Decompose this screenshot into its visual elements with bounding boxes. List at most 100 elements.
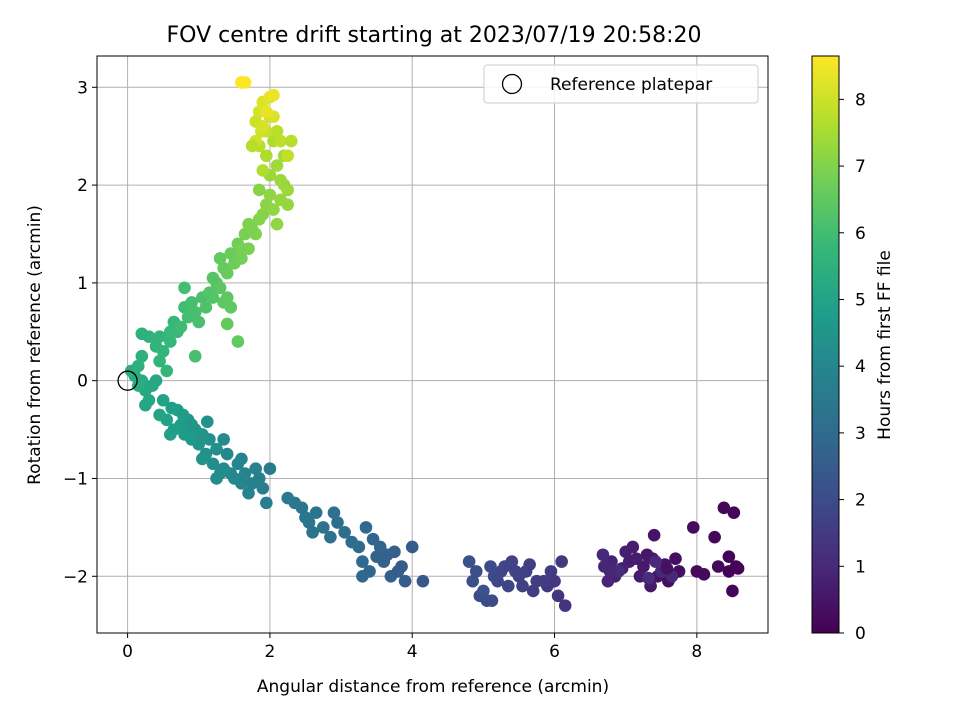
scatter-point [135,349,149,363]
chart-title: FOV centre drift starting at 2023/07/19 … [167,23,702,48]
scatter-point [284,134,298,148]
scatter-point [485,594,499,608]
scatter-point [263,188,277,202]
scatter-point [544,565,558,578]
scatter-point [249,227,262,241]
scatter-point [178,281,191,295]
scatter-point [217,433,230,446]
x-axis-label: Angular distance from reference (arcmin) [257,677,609,697]
scatter-point [238,467,252,480]
y-tick-label: −2 [63,567,88,587]
scatter-point [206,457,220,471]
scatter-point [242,486,255,500]
scatter-point [263,462,277,476]
colorbar-tick-label: 4 [855,357,866,377]
scatter-point [466,574,480,588]
scatter-point [596,548,610,562]
legend-marker-open-circle [501,73,523,95]
scatter-point [185,296,198,309]
scatter-points [124,76,745,612]
scatter-point [139,398,152,412]
scatter-point [359,521,373,534]
colorbar-ticks: 0 1 2 3 4 5 6 7 8 [839,90,866,644]
grid [97,56,768,633]
scatter-point [338,525,351,539]
scatter-point [686,521,700,534]
y-tick-label: −1 [63,469,88,489]
scatter-point [235,452,248,466]
reference-marker [117,370,138,391]
legend[interactable]: Reference platepar [483,64,759,104]
scatter-point [324,530,337,544]
scatter-point [281,491,294,505]
scatter-point [370,550,383,564]
scatter-point [231,335,245,348]
scatter-point [270,125,284,138]
scatter-point [206,271,220,285]
scatter-point [717,501,731,515]
colorbar-tick-label: 7 [855,157,866,177]
scatter-point [548,574,561,588]
scatter-point [306,525,319,539]
scatter-point [192,315,206,329]
scatter-point [213,281,227,295]
scatter-point [220,447,234,461]
scatter-point [256,164,270,177]
scatter-point [228,472,241,485]
scatter-point [165,401,179,415]
scatter-point [210,442,223,456]
scatter-point [220,266,234,280]
scatter-point [206,291,220,304]
scatter-point [185,418,198,431]
scatter-point [530,574,544,588]
scatter-point [327,506,341,520]
scatter-point [526,584,540,598]
y-axis-label: Rotation from reference (arcmin) [25,205,45,485]
scatter-point [309,506,323,520]
scatter-point [711,560,725,573]
colorbar [811,55,840,634]
scatter-point [270,159,284,172]
scatter-point [331,516,344,529]
scatter-point [188,305,202,319]
scatter-point [199,301,213,314]
scatter-point [381,548,394,562]
scatter-point [405,540,419,554]
y-axis-ticks: −2 −1 0 1 2 3 [63,78,97,587]
scatter-point [619,545,632,559]
scatter-point [603,565,617,578]
scatter-point [224,247,238,260]
scatter-point [220,317,234,331]
scatter-point [391,565,405,578]
y-tick-label: 0 [77,372,88,392]
legend-label: Reference platepar [550,75,712,95]
scatter-point [163,325,177,339]
x-tick-label: 6 [549,642,560,662]
scatter-point [131,379,145,392]
scatter-point [669,552,682,565]
scatter-point [153,330,166,343]
scatter-point [245,477,259,490]
scatter-point [558,599,572,612]
scatter-point [156,393,170,407]
scatter-point [555,555,568,568]
y-tick-label: 2 [77,176,88,196]
scatter-point [256,208,270,221]
scatter-point [708,530,721,544]
scatter-point [220,291,234,304]
scatter-point [551,589,565,603]
scatter-point [176,408,190,422]
scatter-point [484,560,497,573]
scatter-point [477,584,490,598]
scatter-point [316,521,330,534]
scatter-point [260,496,273,510]
scatter-point [642,571,655,585]
scatter-point [727,506,741,520]
scatter-point [649,555,662,568]
scatter-point [660,562,674,575]
scatter-point [260,149,273,163]
x-axis-ticks: 0 2 4 6 8 [122,633,702,662]
scatter-point [501,579,515,593]
x-tick-label: 8 [691,642,702,662]
scatter-point [131,359,145,373]
